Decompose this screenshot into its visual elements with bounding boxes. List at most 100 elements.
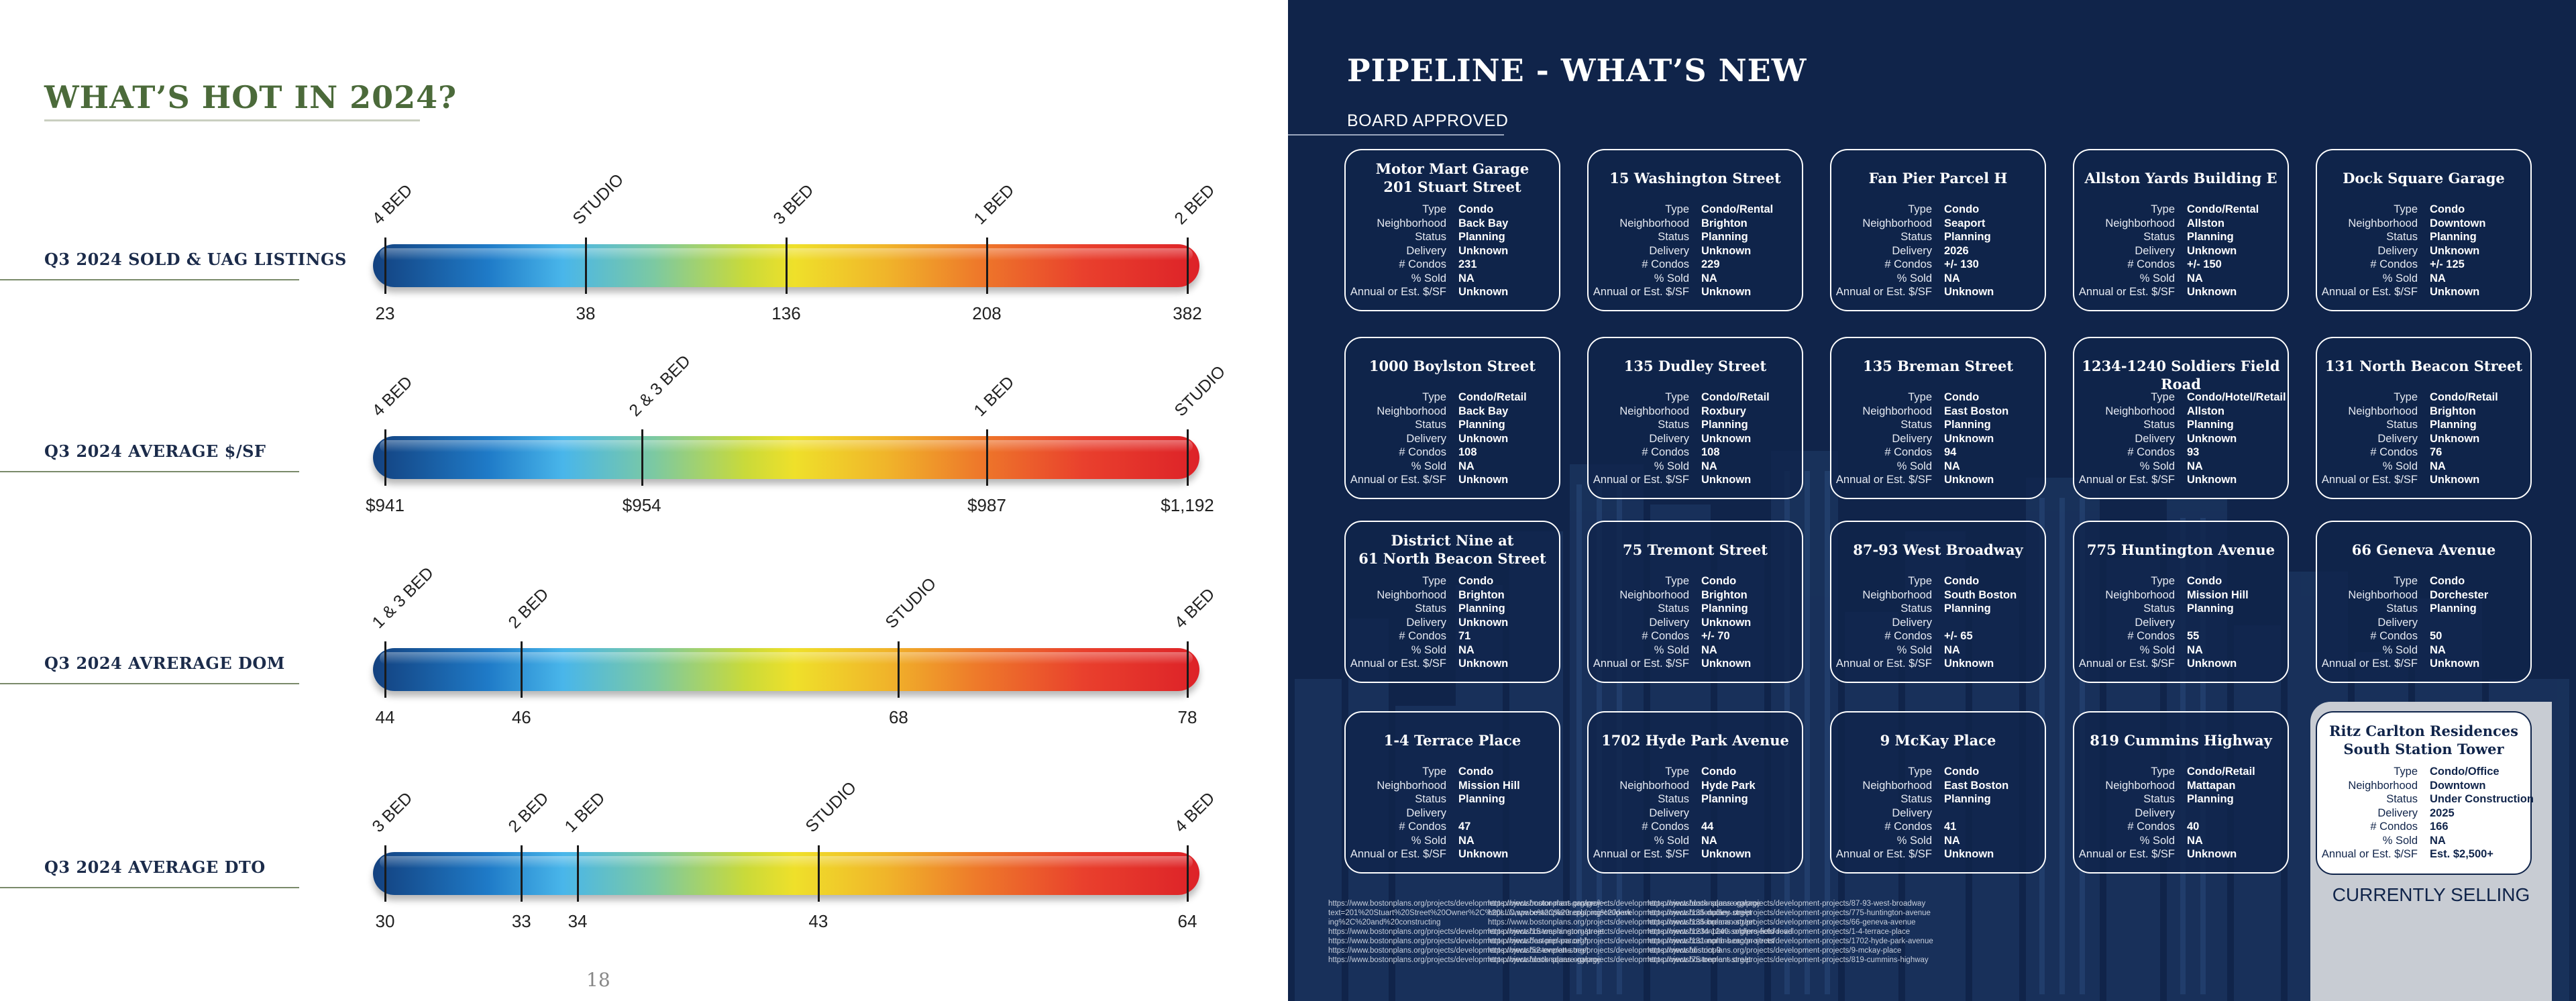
field-label: Annual or Est. $/SF: [1593, 657, 1689, 670]
project-field-row: % Sold NA: [1346, 834, 1559, 848]
field-label: Type: [1665, 391, 1689, 403]
project-field-row: Type Condo/Hotel/Retail: [2074, 390, 2288, 405]
project-name: 9 McKay Place: [1880, 732, 1996, 749]
project-fields: Type Condo Neighborhood Brighton Status Plann…: [1346, 574, 1559, 671]
project-field-row: Type Condo: [2317, 574, 2530, 588]
field-value: NA: [2430, 643, 2446, 656]
metric-row: Q3 2024 AVERAGE DTO 30 3 BED 33 2 BED 34 1 BED…: [0, 694, 1288, 931]
tick-category-label: STUDIO: [569, 170, 628, 229]
project-field-row: Type Condo: [1831, 574, 2045, 588]
project-field-row: Status Planning: [1589, 230, 1802, 244]
field-value: 2026: [1944, 244, 1969, 257]
tick-value-label: $954: [622, 495, 661, 515]
field-label: Delivery: [2377, 432, 2418, 445]
project-field-row: % Sold NA: [1346, 272, 1559, 286]
field-value: Unknown: [1458, 432, 1509, 445]
field-label: Type: [1665, 575, 1689, 587]
project-card: 1234-1240 Soldiers Field Road Type Condo/H…: [2073, 337, 2289, 499]
field-value: Unknown: [1944, 286, 1994, 298]
tick-value-label: $987: [967, 495, 1006, 515]
metric-label-underline: [0, 683, 299, 684]
field-value: NA: [1458, 834, 1474, 847]
field-label: Annual or Est. $/SF: [2078, 286, 2175, 298]
project-field-row: Delivery Unknown: [1831, 432, 2045, 446]
project-field-row: Type Condo/Retail: [2317, 390, 2530, 405]
project-field-row: Delivery: [1831, 806, 2045, 821]
project-field-row: % Sold NA: [2074, 643, 2288, 657]
field-label: # Condos: [1884, 446, 1932, 458]
tick-category-label: 4 BED: [1171, 584, 1219, 633]
tick-value-label: 68: [888, 707, 908, 727]
project-fields: Type Condo Neighborhood Hyde Park Status Plan…: [1589, 765, 1802, 861]
field-value: Unknown: [2430, 432, 2480, 445]
metric-row: Q3 2024 SOLD & UAG LISTINGS 23 4 BED 38 STUD…: [0, 86, 1288, 323]
field-value: Condo/Retail: [2430, 391, 2498, 403]
project-field-row: Status Planning: [1831, 602, 2045, 616]
project-field-row: Delivery Unknown: [2317, 432, 2530, 446]
project-field-row: # Condos 108: [1589, 445, 1802, 460]
field-label: Type: [1908, 766, 1932, 778]
project-field-row: Delivery Unknown: [1589, 432, 1802, 446]
field-label: Status: [2386, 419, 2418, 431]
field-label: Status: [2386, 231, 2418, 243]
pipeline-title: PIPELINE - WHAT’S NEW: [1347, 52, 1807, 89]
field-label: Status: [1658, 793, 1689, 805]
project-field-row: Annual or Est. $/SF Unknown: [1346, 473, 1559, 487]
field-value: Unknown: [2187, 244, 2237, 257]
metric-label: Q3 2024 SOLD & UAG LISTINGS: [44, 250, 347, 269]
field-value: +/- 70: [1701, 630, 1730, 642]
tick-category-label: 4 BED: [1171, 788, 1219, 837]
field-label: Type: [1908, 203, 1932, 215]
project-field-row: % Sold NA: [2317, 834, 2530, 848]
metric-label: Q3 2024 AVRERAGE DOM: [44, 653, 285, 673]
field-label: Type: [2151, 575, 2175, 587]
project-field-row: % Sold NA: [1589, 460, 1802, 474]
field-value: Condo/Retail: [1701, 391, 1770, 403]
field-label: Type: [1422, 575, 1446, 587]
field-label: % Sold: [1654, 460, 1689, 472]
field-value: Back Bay: [1458, 405, 1509, 417]
field-value: 231: [1458, 258, 1477, 270]
field-label: % Sold: [1896, 643, 1932, 656]
field-value: Condo: [1944, 391, 1980, 403]
field-value: Unknown: [1458, 657, 1509, 670]
project-name: 135 Breman Street: [1862, 358, 2014, 374]
field-label: Type: [1422, 766, 1446, 778]
field-value: Condo: [1944, 575, 1980, 587]
project-field-row: % Sold NA: [2074, 834, 2288, 848]
project-field-row: Annual or Est. $/SF Unknown: [1589, 285, 1802, 299]
field-value: Unknown: [1944, 474, 1994, 486]
project-name: Fan Pier Parcel H: [1868, 170, 2008, 187]
tick-value-label: 208: [972, 303, 1002, 323]
field-label: Status: [2386, 793, 2418, 805]
project-card: 1-4 Terrace Place Type Condo Neighborhood Mi…: [1344, 711, 1560, 874]
project-field-row: Status Planning: [1589, 418, 1802, 432]
project-name: Dock Square Garage: [2343, 170, 2505, 187]
field-label: Annual or Est. $/SF: [1350, 286, 1446, 298]
featured-project-card: Ritz Carlton Residences South Station To…: [2316, 711, 2534, 875]
project-fields: Type Condo Neighborhood Mission Hill Status P…: [1346, 765, 1559, 861]
field-value: Under Construction: [2430, 793, 2534, 805]
project-field-row: # Condos +/- 125: [2317, 258, 2530, 272]
field-label: Status: [1900, 231, 1932, 243]
section-underline: [1288, 134, 1504, 136]
project-card: Allston Yards Building E Type Condo/Rental…: [2073, 149, 2289, 311]
project-name: 1702 Hyde Park Avenue: [1601, 732, 1789, 749]
field-label: # Condos: [1399, 630, 1446, 642]
field-value: Condo: [2430, 575, 2465, 587]
field-value: NA: [2430, 272, 2446, 284]
field-label: Type: [2151, 203, 2175, 215]
project-field-row: Neighborhood Roxbury: [1589, 405, 1802, 419]
project-card: 87-93 West Broadway Type Condo Neighborhood…: [1830, 521, 2046, 683]
project-field-row: Annual or Est. $/SF Unknown: [2317, 473, 2530, 487]
project-field-row: Type Condo: [2317, 203, 2530, 217]
field-label: Type: [1908, 391, 1932, 403]
field-label: Annual or Est. $/SF: [2321, 286, 2418, 298]
field-label: Neighborhood: [2105, 588, 2175, 601]
field-label: % Sold: [2382, 460, 2418, 472]
project-field-row: Delivery Unknown: [2074, 244, 2288, 258]
project-field-row: Delivery: [1831, 616, 2045, 630]
field-value: Back Bay: [1458, 217, 1509, 229]
project-field-row: # Condos 44: [1589, 820, 1802, 834]
tick-category-label: 1 BED: [970, 372, 1018, 421]
